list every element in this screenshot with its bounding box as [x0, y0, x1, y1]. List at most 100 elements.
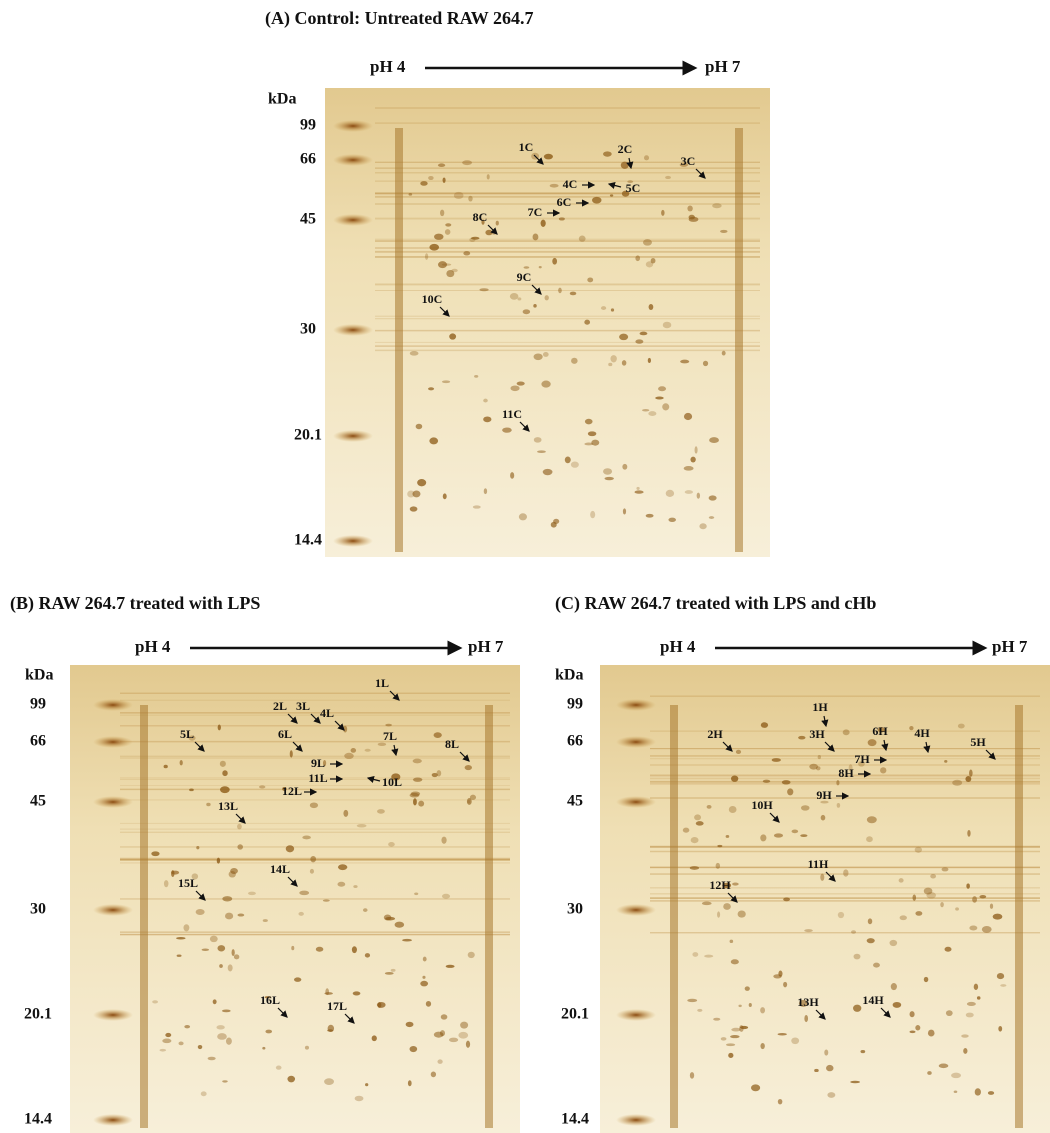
protein-spot	[889, 939, 898, 947]
protein-spot	[650, 257, 656, 264]
protein-spot	[364, 748, 371, 752]
protein-spot	[222, 1080, 228, 1083]
protein-spot	[217, 724, 221, 731]
spot-label: 8H	[838, 766, 854, 780]
marker-band	[93, 736, 133, 748]
mw-marker-label: 20.1	[561, 1006, 589, 1023]
spot-arrow	[334, 720, 345, 731]
protein-spot	[592, 196, 602, 204]
protein-spot	[415, 423, 423, 430]
protein-spot	[486, 174, 490, 180]
protein-spot	[645, 261, 654, 268]
spot-arrow	[985, 749, 996, 760]
protein-spot	[866, 836, 873, 843]
protein-spot	[694, 814, 702, 821]
protein-spot	[322, 899, 330, 902]
protein-spot	[237, 823, 242, 830]
protein-spot	[578, 235, 586, 242]
protein-spot	[692, 952, 699, 957]
protein-spot	[350, 748, 357, 753]
protein-spot	[207, 1056, 216, 1061]
protein-spot	[627, 180, 634, 184]
protein-spot	[412, 758, 422, 764]
protein-spot	[337, 864, 348, 871]
mw-marker-label: 66	[30, 733, 46, 750]
protein-spot	[912, 894, 917, 901]
protein-spot	[717, 844, 723, 848]
protein-spot	[485, 229, 493, 236]
protein-spot	[437, 1059, 443, 1064]
protein-spot	[231, 949, 235, 957]
protein-spot	[730, 1035, 740, 1039]
protein-spot	[364, 953, 371, 958]
protein-spot	[441, 380, 451, 384]
protein-spot	[587, 277, 594, 283]
protein-spot	[600, 306, 607, 310]
marker-band	[616, 904, 656, 916]
ph-end: pH 7	[705, 57, 741, 76]
mw-unit: kDa	[25, 667, 53, 684]
protein-spot	[422, 975, 426, 979]
ph-start: pH 4	[135, 637, 171, 656]
protein-spot	[647, 357, 652, 364]
gel-panel	[70, 665, 520, 1133]
spot-label: 9H	[816, 788, 832, 802]
protein-spot	[390, 968, 396, 972]
protein-spot	[209, 935, 218, 943]
protein-spot	[437, 163, 446, 167]
ph-end: pH 7	[992, 637, 1028, 656]
marker-band	[93, 904, 133, 916]
protein-spot	[201, 948, 210, 951]
protein-spot	[424, 253, 429, 260]
protein-spot	[408, 192, 413, 196]
protein-spot	[826, 1064, 834, 1072]
protein-spot	[442, 493, 447, 500]
protein-spot	[915, 911, 923, 916]
protein-spot	[966, 883, 970, 889]
protein-spot	[860, 1050, 866, 1054]
protein-spot	[343, 809, 349, 817]
spot-label: 5L	[180, 727, 194, 741]
protein-spot	[224, 912, 234, 920]
protein-spot	[639, 331, 648, 336]
protein-spot	[221, 1009, 231, 1013]
spot-arrow	[923, 741, 931, 754]
protein-spot	[923, 887, 933, 895]
spot-label: 8C	[473, 210, 488, 224]
marker-band	[333, 324, 373, 336]
protein-spot	[683, 466, 694, 471]
protein-spot	[820, 873, 825, 881]
spot-label: 15L	[178, 876, 198, 890]
protein-spot	[324, 1078, 334, 1085]
protein-spot	[827, 1092, 836, 1098]
spot-arrow	[195, 890, 206, 901]
protein-spot	[701, 901, 712, 906]
spot-label: 8L	[445, 737, 459, 751]
protein-spot	[151, 851, 160, 857]
protein-spot	[648, 411, 657, 417]
protein-spot	[429, 437, 439, 445]
protein-spot	[704, 954, 714, 958]
protein-spot	[873, 962, 880, 968]
protein-spot	[824, 1049, 829, 1056]
protein-spot	[923, 976, 929, 983]
protein-spot	[777, 1099, 783, 1105]
protein-spot	[356, 824, 367, 828]
protein-spot	[216, 1025, 225, 1030]
protein-spot	[940, 901, 944, 908]
marker-band	[333, 535, 373, 547]
protein-spot	[706, 804, 712, 809]
protein-spot	[553, 518, 560, 524]
protein-spot	[867, 918, 873, 925]
spot-label: 2C	[618, 142, 633, 156]
protein-spot	[621, 190, 630, 197]
gel-edge	[670, 705, 678, 1128]
protein-spot	[815, 766, 821, 771]
protein-spot	[680, 359, 690, 364]
protein-spot	[376, 1001, 386, 1008]
protein-spot	[791, 1037, 800, 1045]
protein-spot	[299, 890, 310, 896]
spot-label: 7C	[528, 205, 543, 219]
protein-spot	[689, 866, 700, 870]
protein-spot	[836, 780, 840, 786]
